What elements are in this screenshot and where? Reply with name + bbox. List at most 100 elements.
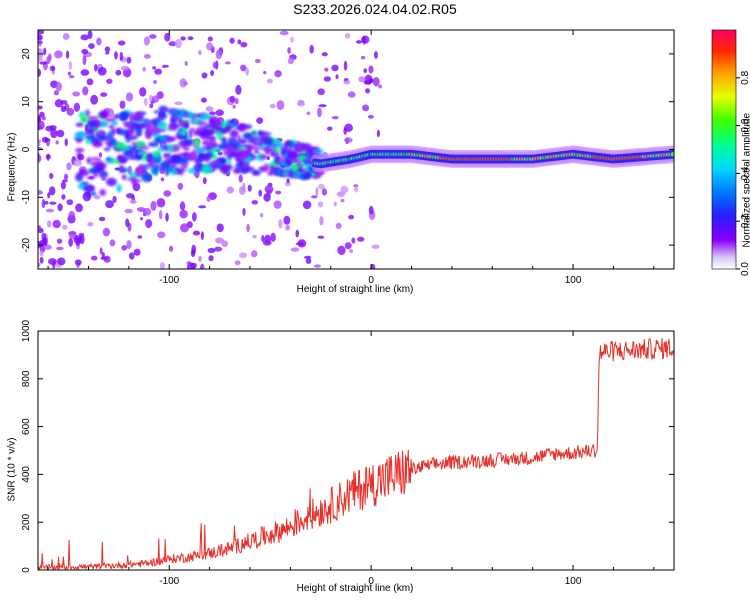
spectrogram-speckle (41, 115, 46, 121)
spectrogram-speckle (319, 216, 324, 226)
spectrogram-speckle (38, 142, 41, 147)
spectrogram-speckle (46, 55, 51, 65)
spectrogram-speckle (175, 39, 182, 49)
spectrogram-speckle (317, 107, 322, 118)
spectrogram-speckle (317, 88, 326, 96)
spectrogram-speckle (240, 64, 247, 72)
snr-y-tick-label: 800 (21, 370, 32, 387)
spectrogram-blob (147, 160, 155, 167)
spectrogram-blob (76, 151, 82, 161)
spectrogram-speckle (121, 245, 128, 251)
spectrogram-blob (287, 151, 298, 158)
spectrogram-speckle (207, 36, 213, 42)
spectrogram-speckle (179, 201, 186, 211)
spectrogram-speckle (163, 190, 172, 197)
spectrogram-blob (280, 164, 286, 170)
spectrogram-blob (239, 149, 251, 158)
spectrogram-speckle (318, 104, 327, 108)
spectrogram-blob (229, 129, 239, 138)
spectrogram-speckle (128, 252, 135, 260)
spectrogram-speckle (74, 259, 82, 266)
spectrogram-speckle (254, 59, 261, 64)
spectrogram-blob (95, 163, 104, 172)
spectrogram-blob (87, 116, 99, 120)
spectrogram-blob (76, 138, 83, 144)
spectrogram-speckle (87, 222, 94, 227)
spectrogram-blob (197, 121, 208, 127)
spectrogram-speckle (115, 69, 122, 76)
spectrogram-blob (119, 112, 126, 122)
spectrogram-blob (105, 177, 117, 187)
spectrogram-speckle (184, 61, 188, 66)
spectrogram-speckle (297, 239, 307, 248)
snr-series-line (38, 337, 674, 570)
spectrogram-speckle (80, 69, 90, 76)
spectrogram-blob (168, 122, 178, 131)
spectrogram-speckle (97, 66, 107, 76)
spectrogram-blob (210, 148, 221, 153)
spectrogram-blob (131, 153, 144, 161)
spectrogram-speckle (149, 34, 157, 39)
spectrogram-speckle (357, 236, 365, 242)
spectrogram-speckle (179, 209, 188, 219)
spectrogram-speckle (38, 105, 43, 110)
spectrogram-blob (135, 168, 144, 177)
spectrogram-speckle (174, 101, 183, 106)
spectrogram-blob (191, 116, 196, 121)
spectrogram-speckle (90, 255, 98, 261)
spectrogram-speckle (158, 210, 163, 220)
spectrogram-blob (87, 119, 98, 127)
spectrogram-blob (145, 121, 154, 131)
spectrogram-blob (245, 144, 256, 150)
spectrogram-blob (79, 115, 91, 123)
spectrogram-blob (75, 122, 84, 127)
spectrogram-speckle (105, 51, 110, 55)
spectrogram-speckle (251, 200, 259, 205)
spectrogram-speckle (198, 50, 202, 55)
spectrogram-blob (169, 108, 181, 117)
spectrogram-blob (74, 132, 87, 139)
spectrogram-speckle (214, 237, 224, 244)
spectrogram-speckle (273, 200, 282, 209)
spectrogram-speckle (344, 32, 351, 39)
spectrogram-speckle (53, 90, 59, 96)
spectrogram-speckle (44, 201, 49, 205)
spectrogram-speckle (215, 49, 223, 60)
spectrogram-speckle (256, 117, 264, 124)
spectrogram-blob (85, 191, 92, 198)
spectrogram-speckle (331, 116, 339, 120)
spectrogram-speckle (38, 139, 41, 144)
spectrogram-blob (114, 141, 126, 149)
spectrogram-blob (167, 145, 175, 153)
spectrogram-speckle (335, 74, 339, 80)
spectrogram-speckle (126, 56, 132, 64)
spectrogram-speckle (283, 215, 291, 225)
spectrogram-blob (87, 126, 95, 136)
spectrogram-blob (141, 173, 152, 183)
spectrogram-speckle (96, 37, 102, 46)
spectrogram-speckle (41, 198, 46, 209)
spectrogram-speckle (349, 249, 354, 253)
spectrogram-speckle (287, 47, 291, 54)
spectrogram-speckle (343, 60, 348, 71)
spectrogram-speckle (46, 153, 50, 161)
spectrogram-speckle (242, 182, 246, 192)
spectrogram-speckle (149, 103, 154, 109)
spectrogram-speckle (303, 255, 312, 259)
spectrogram-blob (299, 163, 305, 168)
spectrogram-x-tick-label: 100 (565, 275, 582, 286)
spectrogram-blob (288, 170, 293, 178)
spectrogram-blob (297, 154, 307, 161)
spectrogram-speckle (246, 223, 250, 233)
spectrogram-blob (145, 132, 152, 140)
spectrogram-speckle (200, 231, 205, 241)
spectrogram-speckle (126, 239, 132, 250)
spectrogram-speckle (261, 234, 265, 243)
spectrogram-speckle (376, 129, 380, 138)
spectrogram-blob (85, 134, 95, 140)
spectrogram-blob (141, 153, 148, 162)
snr-x-tick-label: -100 (159, 576, 179, 587)
